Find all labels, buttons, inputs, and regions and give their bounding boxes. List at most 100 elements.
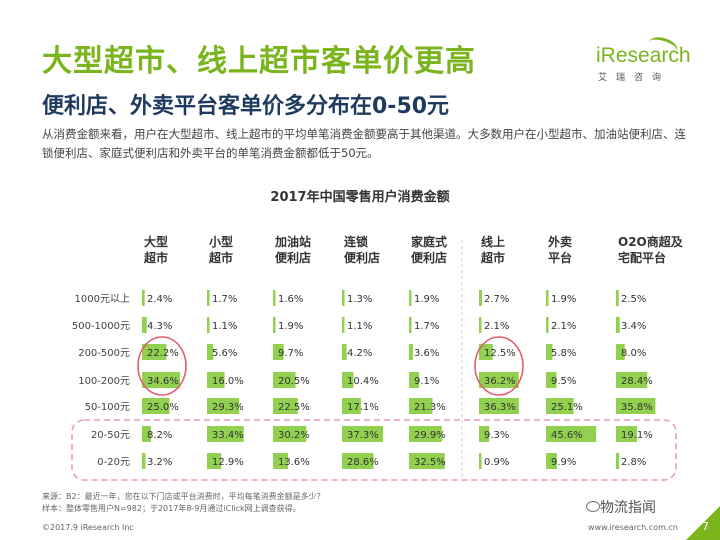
row-label: 0-20元 — [97, 457, 130, 468]
data-label: 22.2% — [147, 348, 179, 359]
page-corner-decoration — [686, 506, 720, 540]
data-bar — [616, 372, 648, 388]
row-label: 20-50元 — [91, 430, 130, 441]
page-title: 大型超市、线上超市客单价更高 — [42, 44, 476, 79]
data-bar — [273, 344, 284, 360]
data-bar — [616, 398, 656, 414]
data-bar — [409, 344, 413, 360]
data-bar — [479, 398, 519, 414]
data-label: 5.6% — [212, 348, 237, 359]
data-bar — [142, 453, 146, 469]
data-label: 17.1% — [347, 402, 379, 413]
row-label: 200-500元 — [78, 348, 130, 359]
data-label: 36.3% — [484, 402, 516, 413]
data-bar — [409, 290, 412, 306]
highlight-ellipse — [137, 336, 187, 396]
data-bar — [546, 344, 553, 360]
data-bar — [616, 290, 619, 306]
data-label: 1.1% — [212, 321, 237, 332]
data-label: 8.2% — [147, 430, 172, 441]
data-bar — [273, 290, 276, 306]
data-label: 3.4% — [621, 321, 646, 332]
data-label: 28.4% — [621, 376, 653, 387]
data-bar — [409, 317, 412, 333]
data-label: 2.7% — [484, 294, 509, 305]
data-label: 21.3% — [414, 402, 446, 413]
data-bar — [142, 317, 147, 333]
data-label: 9.7% — [278, 348, 303, 359]
page-subtitle: 便利店、外卖平台客单价多分布在0-50元 — [42, 94, 450, 119]
data-bar — [546, 398, 574, 414]
data-bar — [409, 426, 442, 442]
row-label: 1000元以上 — [75, 293, 130, 305]
data-bar — [342, 344, 347, 360]
column-header: 加油站便利店 — [274, 234, 311, 265]
footnote-source: 来源：B2：最近一年，您在以下门店或平台消费时，平均每笔消费金额是多少？ — [42, 492, 325, 501]
data-bar — [479, 372, 519, 388]
data-bar — [207, 290, 210, 306]
data-bar — [273, 398, 298, 414]
data-bar — [546, 317, 549, 333]
data-bar — [342, 290, 345, 306]
data-bar — [142, 372, 181, 388]
data-bar — [207, 344, 214, 360]
data-label: 20.5% — [278, 376, 310, 387]
data-label: 36.2% — [484, 376, 516, 387]
data-bar — [342, 398, 361, 414]
row-label: 500-1000元 — [72, 321, 130, 332]
data-label: 33.4% — [212, 430, 244, 441]
data-label: 0.9% — [484, 457, 509, 468]
data-label: 1.7% — [414, 321, 439, 332]
data-label: 1.9% — [414, 294, 439, 305]
data-bar — [273, 372, 296, 388]
data-bar — [546, 426, 597, 442]
data-label: 2.1% — [551, 321, 576, 332]
column-header: 外卖平台 — [548, 234, 572, 265]
data-label: 37.3% — [347, 430, 379, 441]
data-label: 32.5% — [414, 457, 446, 468]
data-bar — [142, 344, 167, 360]
data-label: 34.6% — [147, 376, 179, 387]
data-label: 9.1% — [414, 376, 439, 387]
data-bar — [409, 453, 445, 469]
data-label: 16.0% — [212, 376, 244, 387]
data-label: 8.0% — [621, 348, 646, 359]
data-bar — [273, 426, 307, 442]
data-bar — [273, 317, 276, 333]
data-bar — [546, 290, 549, 306]
website-link[interactable]: www.iresearch.com.cn — [588, 523, 678, 532]
data-label: 1.9% — [551, 294, 576, 305]
data-label: 2.8% — [621, 457, 646, 468]
data-label: 9.5% — [551, 376, 576, 387]
footnote-sample: 样本：整体零售用户N=982；于2017年8-9月通过iClick网上调查获得。 — [42, 504, 301, 513]
column-header: 线上超市 — [480, 234, 505, 265]
data-bar — [409, 398, 433, 414]
highlight-ellipse — [474, 336, 524, 396]
low-amount-highlight-box — [71, 419, 677, 481]
data-label: 5.8% — [551, 348, 576, 359]
data-label: 30.2% — [278, 430, 310, 441]
data-label: 2.1% — [484, 321, 509, 332]
data-bar — [342, 372, 354, 388]
logo-word: iResearch — [596, 44, 691, 67]
data-label: 12.5% — [484, 348, 516, 359]
data-bar — [479, 344, 493, 360]
data-label: 2.5% — [621, 294, 646, 305]
data-label: 1.9% — [278, 321, 303, 332]
data-bar — [342, 317, 345, 333]
data-bar — [142, 426, 152, 442]
data-bar — [207, 398, 240, 414]
row-label: 100-200元 — [78, 376, 130, 387]
chart-title: 2017年中国零售用户消费金额 — [270, 190, 450, 205]
data-label: 1.7% — [212, 294, 237, 305]
data-label: 35.8% — [621, 402, 653, 413]
data-bar — [546, 453, 557, 469]
data-bar — [207, 453, 222, 469]
data-bar — [479, 317, 482, 333]
data-bar — [207, 317, 210, 333]
data-label: 25.1% — [551, 402, 583, 413]
data-label: 3.2% — [147, 457, 172, 468]
data-label: 4.3% — [147, 321, 172, 332]
data-label: 12.9% — [212, 457, 244, 468]
data-label: 4.2% — [347, 348, 372, 359]
